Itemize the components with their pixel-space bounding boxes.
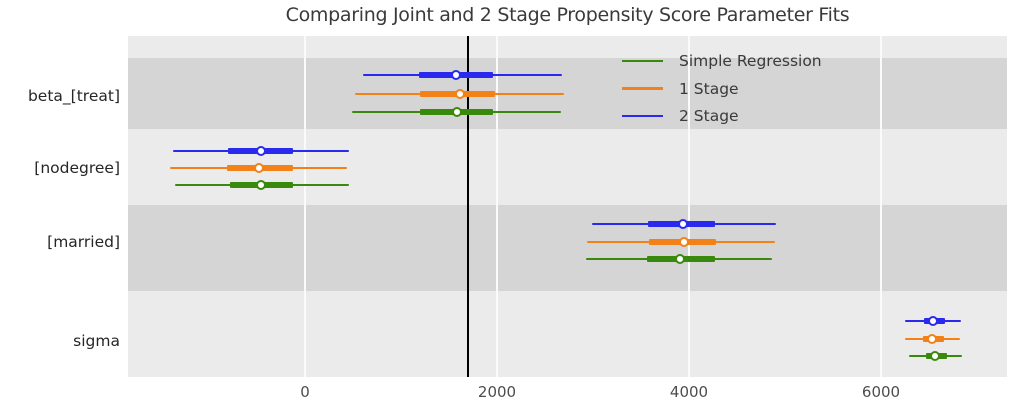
x-tick-label: 4000: [669, 383, 709, 401]
legend-line-sample: [622, 59, 663, 63]
parameter-band: [128, 205, 1007, 291]
median-marker: [454, 88, 465, 99]
parameter-label: sigma: [73, 332, 120, 350]
x-tick-label: 2000: [477, 383, 517, 401]
median-marker: [928, 315, 939, 326]
median-marker: [256, 179, 267, 190]
median-marker: [929, 350, 940, 361]
parameter-band: [128, 58, 1007, 129]
legend-entry: Simple Regression: [622, 52, 822, 70]
x-gridline: [880, 36, 882, 377]
legend-label: 1 Stage: [679, 79, 739, 98]
median-marker: [451, 69, 462, 80]
median-marker: [678, 236, 689, 247]
median-marker: [253, 162, 264, 173]
legend-label: 2 Stage: [679, 107, 739, 125]
reference-line: [467, 36, 470, 377]
x-tick-label: 0: [300, 383, 310, 401]
x-gridline: [304, 36, 306, 377]
legend-entry: 2 Stage: [622, 107, 739, 125]
parameter-label: [nodegree]: [34, 159, 120, 177]
median-marker: [677, 218, 688, 229]
x-gridline: [496, 36, 498, 377]
y-axis-labels: beta_[treat] [nodegree] [married] sigma: [0, 0, 120, 411]
parameter-label: beta_[treat]: [27, 87, 120, 105]
legend-line-sample: [622, 114, 663, 118]
median-marker: [675, 253, 686, 264]
median-marker: [256, 145, 267, 156]
legend-entry: 1 Stage: [622, 80, 739, 98]
legend-label: Simple Regression: [679, 52, 822, 70]
x-gridline: [688, 36, 690, 377]
median-marker: [451, 106, 462, 117]
parameter-label: [married]: [47, 233, 120, 251]
legend-line-sample: [622, 87, 663, 90]
plot-area: [128, 36, 1007, 377]
median-marker: [927, 333, 938, 344]
chart-title: Comparing Joint and 2 Stage Propensity S…: [285, 4, 850, 26]
x-tick-label: 6000: [861, 383, 901, 401]
